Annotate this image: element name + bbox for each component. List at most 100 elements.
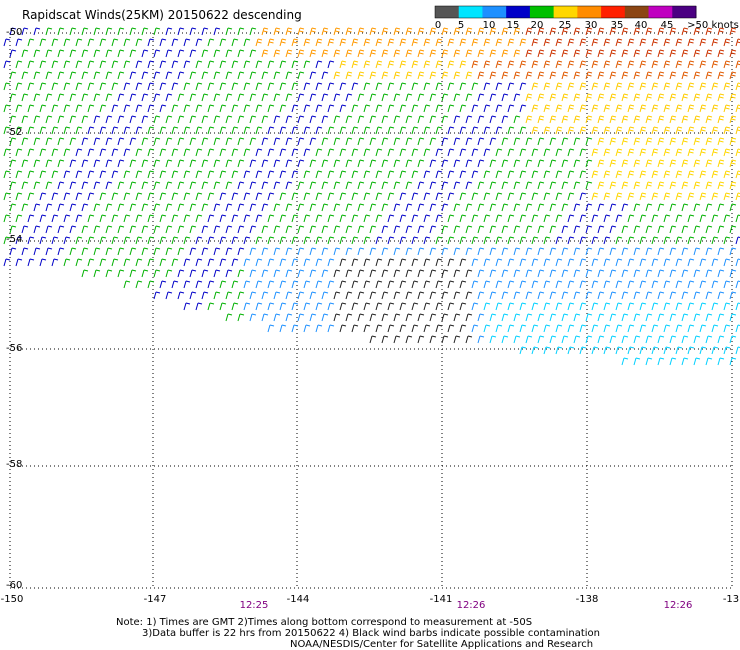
wind-barb [423,192,431,201]
wind-barb [225,49,233,58]
wind-barb [603,148,611,157]
wind-barb [735,170,740,179]
wind-barb [417,291,425,300]
wind-barb [441,203,449,212]
wind-barb [105,49,113,58]
wind-barb [3,104,11,113]
wind-barb [615,60,623,69]
wind-barb [57,71,65,80]
wind-barb [393,49,401,58]
wind-barb [537,27,545,36]
wind-barb [225,269,233,278]
wind-barb [135,60,143,69]
wind-barb [417,335,425,344]
wind-barb [711,38,719,47]
wind-barb [423,236,431,245]
wind-barb [321,159,329,168]
wind-barb [723,214,731,223]
wind-barb [489,291,497,300]
wind-barb [159,214,167,223]
wind-barb [225,71,233,80]
wind-barb [165,225,173,234]
wind-barb [201,115,209,124]
wind-barb [3,126,11,135]
wind-barb [717,71,725,80]
wind-barb [465,291,473,300]
wind-barb [87,148,95,157]
wind-barb [519,170,527,179]
wind-barb [615,324,623,333]
wind-barb [429,247,437,256]
wind-barb [729,93,737,102]
wind-barb [345,313,353,322]
wind-barb [369,159,377,168]
wind-barb [219,302,227,311]
wind-barb [393,93,401,102]
wind-barb [453,181,461,190]
wind-barb [537,291,545,300]
wind-barb [99,214,107,223]
wind-barb [387,324,395,333]
wind-barb [3,258,11,267]
wind-barb [441,291,449,300]
wind-barb [147,126,155,135]
wind-barb [573,291,581,300]
wind-barb [33,115,41,124]
wind-barb [657,225,665,234]
wind-barb [15,258,23,267]
wind-barb [687,280,695,289]
wind-barb [567,192,575,201]
legend-frame [434,5,697,19]
wind-barb [669,159,677,168]
wind-barb [267,258,275,267]
wind-barb [159,82,167,91]
wind-barb [567,280,575,289]
wind-barb [579,104,587,113]
wind-barb [465,269,473,278]
wind-barb [135,236,143,245]
wind-barb [489,159,497,168]
wind-barb [315,192,323,201]
wind-barb [615,104,623,113]
wind-barb [243,258,251,267]
wind-barb [249,137,257,146]
wind-barb [549,49,557,58]
wind-barb [435,148,443,157]
wind-barb [465,247,473,256]
wind-barb [213,269,221,278]
wind-barb [447,60,455,69]
wind-barb [225,291,233,300]
wind-barb [171,82,179,91]
wind-barb [237,247,245,256]
wind-barb [543,214,551,223]
wind-barb [471,280,479,289]
wind-barb [717,203,725,212]
wind-barb [231,148,239,157]
wind-barb [627,104,635,113]
lat-label: -50 [6,27,23,38]
wind-barb [219,60,227,69]
wind-barb [171,60,179,69]
wind-barb [513,49,521,58]
wind-barb [471,104,479,113]
wind-barb [141,181,149,190]
wind-barb [309,313,317,322]
wind-barb [627,170,635,179]
wind-barb [399,214,407,223]
wind-barb [711,148,719,157]
wind-barb [87,170,95,179]
wind-barb [663,324,671,333]
wind-barb [543,82,551,91]
wind-barb [621,291,629,300]
wind-barb [495,280,503,289]
wind-barb [135,126,143,135]
wind-barb [327,214,335,223]
wind-barb [435,324,443,333]
wind-barb [687,60,695,69]
wind-barb [207,38,215,47]
wind-barb [705,269,713,278]
wind-barb [159,170,167,179]
wind-barb [453,115,461,124]
wind-barb [441,27,449,36]
wind-barb [117,49,125,58]
